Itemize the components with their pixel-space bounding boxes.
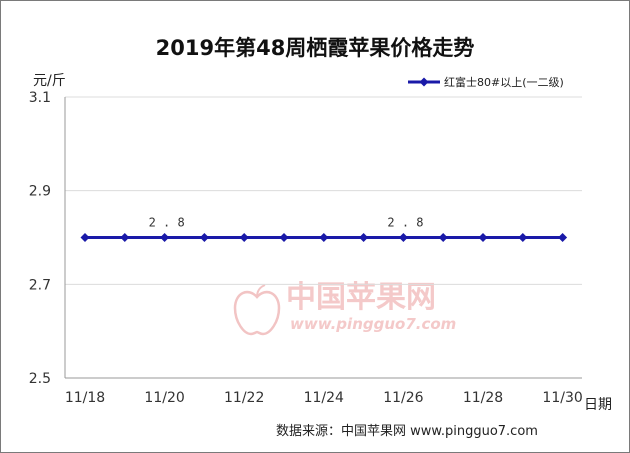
source-note: 数据来源：中国苹果网 www.pingguo7.com [276,424,538,439]
data-point-marker [518,233,528,242]
watermark-name: 中国苹果网 [286,280,436,315]
x-tick-label: 11/28 [463,390,503,406]
series-layer [80,233,568,242]
x-tick-label: 11/18 [65,390,105,406]
data-point-marker [398,233,408,242]
legend-marker [419,77,429,87]
x-tick-label: 11/24 [304,390,344,406]
apple-stem-icon [256,284,266,298]
data-point-marker [558,233,568,242]
y-tick-labels: 2.5 2.7 2.9 3.1 [29,90,51,387]
x-tick-label: 11/26 [383,390,423,406]
grid-lines [65,96,582,285]
data-labels: 2 . 8 2 . 8 [149,216,424,230]
data-point-marker [80,233,90,242]
x-tick-label: 11/20 [144,390,184,406]
legend: 红富士80#以上(一二级) [408,75,564,89]
y-tick-label: 2.9 [29,184,51,200]
apple-logo-icon [233,290,281,336]
data-point-marker [279,233,289,242]
data-point-marker [239,233,249,242]
x-tick-label: 11/22 [224,390,264,406]
data-label: 2 . 8 [149,216,185,230]
data-point-marker [478,233,488,242]
y-axis-unit: 元/斤 [33,73,66,89]
legend-label: 红富士80#以上(一二级) [444,75,564,89]
x-tick-labels: 11/18 11/20 11/22 11/24 11/26 11/28 11/30 [65,390,583,406]
watermark-url: www.pingguo7.com [290,315,456,333]
chart-title: 2019年第48周栖霞苹果价格走势 [155,36,475,60]
y-tick-label: 3.1 [29,90,51,106]
data-point-marker [120,233,130,242]
axes [64,97,582,379]
data-point-marker [359,233,369,242]
x-axis-unit: 日期 [584,397,612,413]
data-point-marker [438,233,448,242]
data-label: 2 . 8 [387,216,423,230]
y-tick-label: 2.5 [29,371,51,387]
data-point-marker [319,233,329,242]
data-point-marker [160,233,170,242]
x-tick-label: 11/30 [542,390,582,406]
data-point-marker [199,233,209,242]
y-tick-label: 2.7 [29,277,51,293]
